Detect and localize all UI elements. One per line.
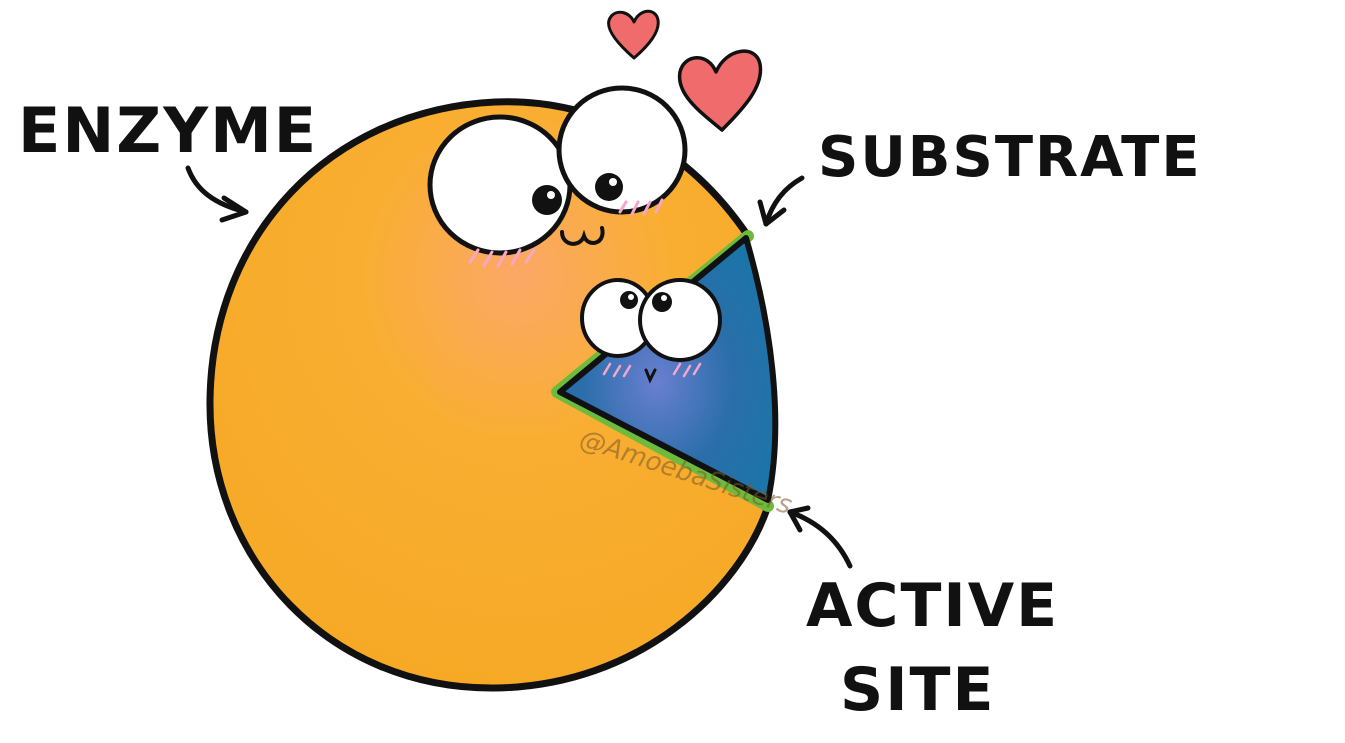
- enzyme-eye-left: [427, 114, 573, 256]
- label-substrate: SUBSTRATE: [818, 125, 1202, 190]
- label-active-site-line2: SITE: [840, 655, 995, 725]
- enzyme-eye-right: [556, 85, 688, 215]
- substrate-eye-right: [638, 278, 722, 362]
- enzyme-mouth: [560, 226, 605, 246]
- substrate-triangle: [557, 235, 779, 503]
- enzyme-pupil-right: [595, 173, 623, 201]
- enzyme-pupil-left: [532, 185, 562, 215]
- arrow-icon: [787, 505, 853, 569]
- enzyme-face: [427, 85, 688, 268]
- heart-icon: [607, 9, 660, 60]
- label-enzyme: ENZYME: [18, 94, 318, 167]
- arrow-icon: [757, 175, 805, 227]
- enzyme-body: [206, 98, 772, 692]
- arrow-icon: [185, 165, 249, 223]
- label-active-site-line1: ACTIVE: [806, 571, 1059, 641]
- substrate-mouth: [644, 368, 657, 384]
- heart-icon: [677, 49, 763, 132]
- substrate-face: [580, 278, 722, 384]
- enzyme-blush: [468, 198, 664, 268]
